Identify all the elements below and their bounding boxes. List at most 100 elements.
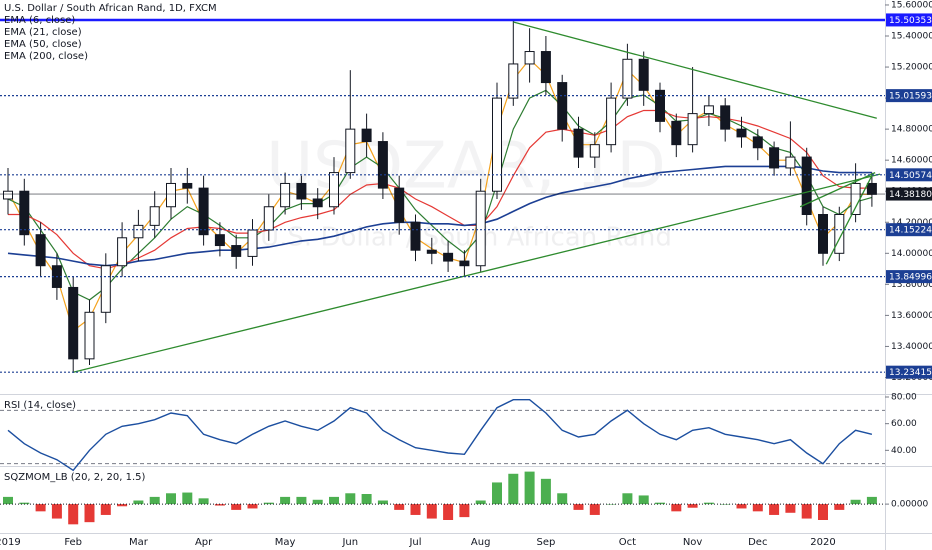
momentum-bar [133,500,144,505]
momentum-bar [312,499,323,505]
candle-body [769,147,780,169]
momentum-bar [51,504,62,519]
candle-body [850,182,861,216]
y-tick-label: 15.40000 [891,32,932,42]
momentum-bar [557,493,568,505]
momentum-bar [459,504,470,518]
candle-body [117,237,128,267]
candle-body [377,141,388,189]
candle-body [198,187,209,236]
momentum-bar [345,493,356,505]
level-label-box [886,89,932,103]
y-tick-label: 13.40000 [891,342,932,352]
candle-body [35,234,46,267]
momentum-bar [801,504,812,519]
y-tick-label: 60.00 [891,419,917,429]
candle-body [524,51,535,65]
pane-title: RSI (14, close) [4,400,76,411]
rsi-line [7,399,873,472]
level-label-box [886,223,932,237]
candle-body [573,128,584,158]
candle-body [214,234,225,247]
candle-body [475,190,486,267]
momentum-bar [3,496,13,505]
momentum-bar [622,493,633,505]
momentum-bar [198,498,209,505]
momentum-bar [475,500,486,505]
x-tick-label: Mar [129,537,149,548]
candle-body [263,206,274,231]
x-tick-label: Jun [341,537,358,548]
momentum-bar [443,504,454,520]
x-tick-label: Nov [683,537,703,548]
candle-body [834,214,845,254]
candle-body [801,156,812,216]
momentum-bar [769,504,780,515]
momentum-bar [68,504,79,525]
candle-body [818,214,828,254]
momentum-bar [214,504,225,506]
candle-body [296,182,307,200]
level-label: 15.50353 [889,16,932,26]
x-tick-label: Dec [748,537,767,548]
trendline [825,175,873,265]
candle-body [100,265,111,313]
candle-body [133,224,144,239]
momentum-bar [231,504,242,510]
candle-body [361,128,372,143]
momentum-bar [589,504,600,515]
x-tick-label: May [275,537,296,548]
candle-body [606,97,617,146]
momentum-bar [263,502,274,505]
candle-body [557,82,568,130]
level-label: 15.01593 [889,92,932,102]
level-label: 13.84996 [889,273,932,283]
pane-title: SQZMOM_LB (20, 2, 20, 1.5) [4,472,145,483]
momentum-bar [508,473,519,505]
x-tick-label: Oct [619,537,636,548]
momentum-bar [296,496,307,505]
x-tick-label: 2020 [810,537,835,548]
y-tick-label: 40.00 [891,446,917,456]
x-tick-label: Sep [536,537,555,548]
y-tick-label: 80.00 [891,393,917,403]
momentum-bar [540,478,551,505]
y-tick-label: 15.60000 [891,0,932,10]
momentum-bar [720,504,731,505]
momentum-bar [426,504,437,519]
level-label-box [886,270,932,284]
momentum-bar [329,496,339,505]
y-tick-label: 13.80000 [891,280,932,290]
candle-body [589,144,600,158]
candle-body [312,198,323,208]
y-tick-label: 13.60000 [891,311,932,321]
ema-line [7,165,872,267]
candle-body [231,245,242,257]
momentum-bar [149,496,160,505]
candle-body [687,113,698,146]
x-tick-label: Aug [471,537,491,548]
candle-body [426,249,437,254]
momentum-bar [35,504,46,512]
momentum-bar [377,500,388,505]
candle-body [720,105,731,130]
level-label: 14.50574 [889,171,932,181]
candle-body [345,128,356,174]
level-label: 14.15224 [889,226,932,236]
candle-body [182,182,193,189]
momentum-bar [866,496,877,505]
legend-entry: EMA (50, close) [4,39,82,50]
y-tick-label: 14.00000 [891,249,932,259]
candle-body [280,182,291,208]
candle-body [736,128,747,138]
momentum-bar [573,504,584,510]
momentum-bar [752,504,763,512]
candle-body [443,252,454,262]
momentum-bar [280,496,291,505]
candle-body [3,190,13,200]
candle-body [655,89,665,122]
candle-body [622,58,633,99]
trendline [73,173,881,373]
